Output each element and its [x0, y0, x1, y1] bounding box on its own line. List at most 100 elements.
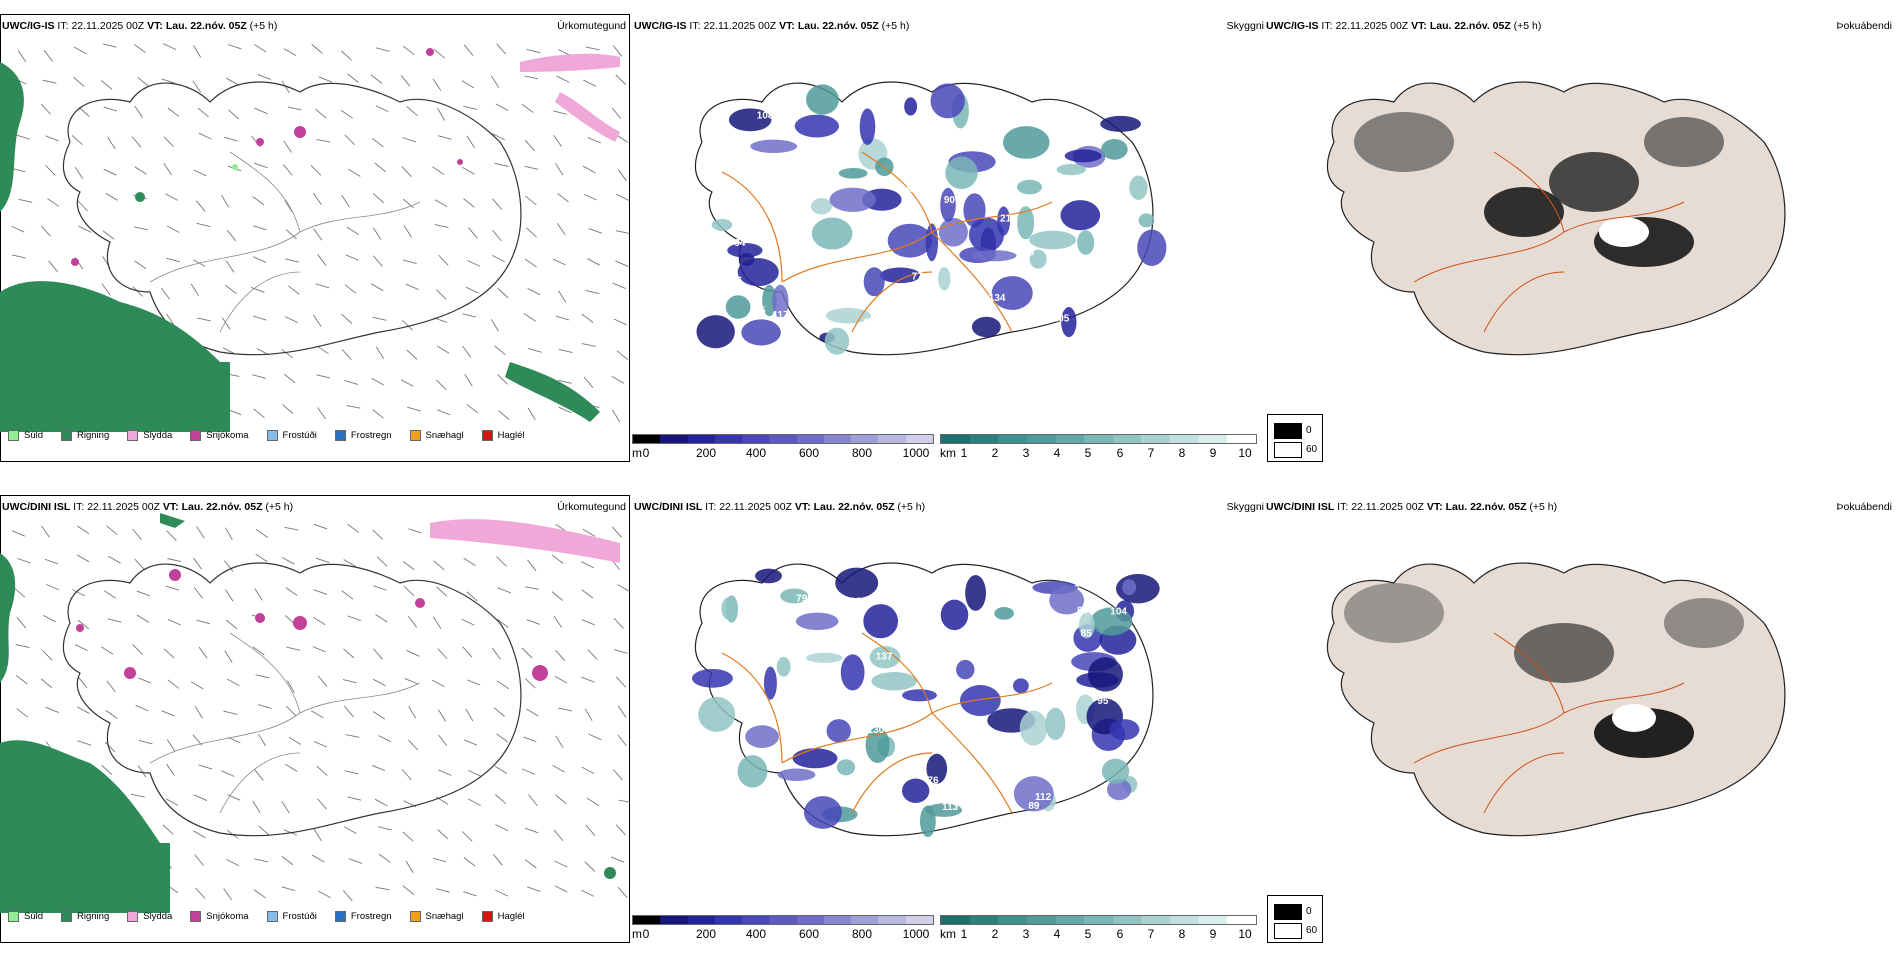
reduced-visibility-area — [1090, 607, 1133, 636]
visibility-value-label: 95 — [1097, 696, 1109, 707]
wind-barb — [252, 225, 267, 231]
wind-barb — [313, 523, 328, 530]
wind-barb — [227, 44, 242, 50]
visibility-value-label: 108 — [915, 326, 932, 337]
legend-item-hail: Haglél — [476, 911, 525, 922]
wind-barb — [253, 162, 268, 169]
wind-barb — [372, 316, 387, 321]
rain-area — [505, 362, 600, 422]
snow-patch — [169, 569, 181, 581]
wind-barb — [344, 705, 354, 718]
legend-swatch — [61, 911, 73, 922]
wind-barb — [372, 529, 384, 540]
wind-barb — [45, 135, 59, 142]
wind-barb — [193, 169, 207, 177]
panel-frame — [0, 14, 630, 462]
wind-barb — [582, 528, 596, 537]
wind-barb — [403, 585, 415, 597]
wind-barb — [494, 162, 509, 167]
reduced-visibility-area — [871, 672, 917, 691]
it-value: 22.11.2025 00Z — [71, 20, 145, 32]
wind-barb — [255, 529, 268, 538]
wind-barb — [166, 530, 177, 542]
wind-barb — [42, 79, 57, 84]
visibility-tick: 10 — [1238, 927, 1252, 941]
wind-barb — [432, 679, 445, 688]
height-tick: 800 — [851, 927, 873, 941]
wind-barb — [283, 140, 292, 153]
wind-barb — [40, 678, 53, 689]
wind-barb — [163, 43, 177, 50]
wind-barb — [436, 379, 447, 391]
lead-time: (+5 h) — [897, 501, 926, 513]
fog-shade — [1344, 583, 1444, 643]
wind-barb — [254, 588, 263, 601]
visibility-tick: 8 — [1178, 446, 1186, 460]
wind-barb — [347, 796, 362, 801]
wind-barb — [491, 647, 501, 660]
wind-barb — [555, 794, 567, 804]
reduced-visibility-area — [1003, 126, 1050, 159]
wind-barb — [404, 678, 418, 685]
wind-barb — [73, 76, 85, 87]
low-cloud-base-area — [938, 217, 968, 247]
wind-barb — [227, 794, 241, 801]
wind-barb — [193, 45, 202, 58]
fog-legend-dark-swatch — [1274, 904, 1302, 920]
fog-legend-light-swatch — [1274, 442, 1302, 458]
wind-barb — [524, 258, 537, 268]
wind-barb — [137, 76, 149, 87]
low-cloud-base-area — [863, 267, 885, 297]
wind-barb — [525, 586, 539, 590]
wind-barb — [15, 644, 30, 648]
wind-barb — [317, 798, 327, 810]
wind-barb — [552, 764, 565, 773]
wind-barb — [402, 561, 415, 571]
colorbar-segment — [1084, 435, 1113, 443]
colorbar-segment — [1141, 916, 1171, 924]
reduced-visibility-area — [994, 607, 1014, 620]
wind-barb — [463, 198, 475, 208]
wind-barb — [284, 526, 299, 531]
vt-value: Lau. 22.nóv. 05Z — [797, 20, 879, 32]
height-colorbar: m 0 200 400 600 800 1000 — [632, 915, 942, 945]
rain-area — [0, 740, 170, 913]
wind-barb — [372, 255, 383, 267]
visibility-value-label: 105 — [1053, 314, 1070, 325]
snow-patch — [294, 126, 306, 138]
reduced-visibility-area — [938, 266, 951, 291]
wind-barb — [132, 644, 143, 655]
colorbar-segment — [851, 916, 879, 924]
wind-barb — [132, 286, 143, 297]
wind-barb — [617, 584, 630, 592]
wind-barb — [437, 108, 446, 121]
wind-barb — [348, 168, 361, 177]
wind-barb — [554, 675, 568, 684]
wind-barb — [163, 136, 174, 148]
wind-barb — [166, 763, 176, 776]
visibility-value-label: 148 — [1103, 257, 1120, 268]
snow-patch — [293, 616, 307, 630]
wind-barb — [402, 259, 417, 265]
legend-item-snow-pellets: Snæhagl — [404, 430, 464, 441]
roads — [1413, 632, 1685, 814]
wind-barb — [555, 163, 564, 176]
legend-swatch — [266, 911, 278, 922]
low-cloud-base-area — [940, 599, 969, 631]
drizzle-patch — [232, 164, 238, 170]
wind-barb — [403, 225, 412, 238]
reduced-visibility-area — [1045, 707, 1066, 741]
visibility-unit: km — [940, 446, 956, 460]
wind-barb — [496, 733, 509, 743]
wind-barb — [283, 164, 293, 176]
wind-barb — [258, 825, 270, 836]
snow-patch — [457, 159, 463, 165]
low-cloud-base-area — [763, 666, 777, 700]
wind-barb — [346, 404, 361, 409]
reduced-visibility-area — [1129, 175, 1148, 200]
reduced-visibility-area — [1138, 213, 1155, 228]
wind-barb — [76, 706, 90, 714]
visibility-value-label: 179 — [999, 661, 1016, 672]
wind-barb — [463, 739, 478, 746]
wind-barb — [228, 109, 240, 120]
